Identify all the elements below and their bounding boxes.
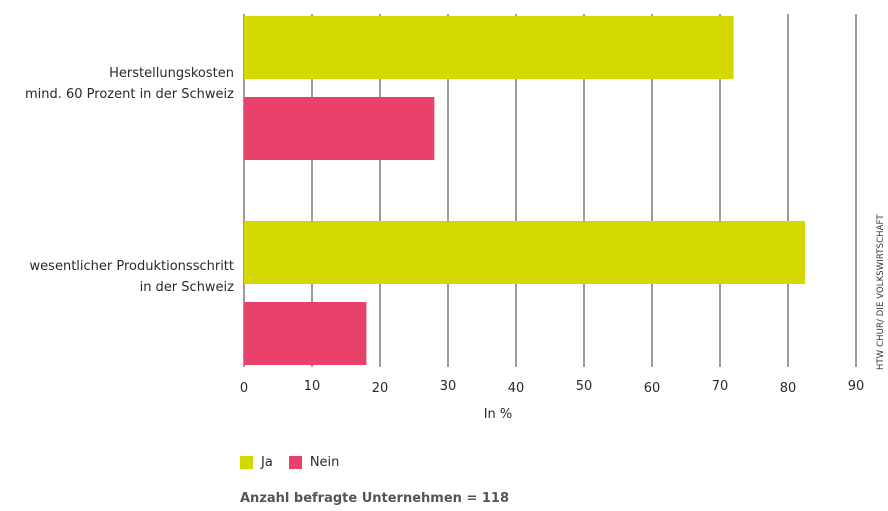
source-credit: HTW CHUR/ DIE VOLKSWIRTSCHAFT [876,214,886,370]
bar-nein-2 [244,302,367,365]
category-label-line: in der Schweiz [139,280,234,295]
category-label-line: Herstellungskosten [109,66,234,81]
legend-item-nein: Nein [288,455,340,470]
x-tick-label-0: 0 [240,381,248,396]
category-label-1: Herstellungskosten mind. 60 Prozent in de… [25,63,234,105]
legend-swatch-nein [288,456,302,469]
legend: Ja Nein [240,455,355,470]
bar-ja-1 [244,16,734,79]
x-tick-label-90: 90 [848,379,865,394]
x-tick-label-20: 20 [372,381,389,396]
category-label-line: wesentlicher Produktionsschritt [29,259,234,274]
x-tick-label-40: 40 [508,381,525,396]
x-tick-label-50: 50 [576,379,593,394]
x-tick-label-70: 70 [712,379,729,394]
bar-ja-2 [244,221,805,284]
bars [244,16,805,365]
legend-label-nein: Nein [309,455,340,470]
legend-swatch-ja [240,456,253,469]
category-label-2: wesentlicher Produktionsschritt in der Sc… [30,256,234,298]
bar-nein-1 [244,97,435,160]
legend-label-ja: Ja [261,455,273,470]
x-tick-label-30: 30 [440,379,457,394]
legend-item-ja: Ja [240,455,273,470]
x-tick-label-10: 10 [304,379,321,394]
x-tick-labels: 0 10 20 30 40 50 60 70 80 90 [240,379,864,396]
x-tick-label-80: 80 [780,381,797,396]
x-axis-title: In % [483,407,513,422]
category-label-line: mind. 60 Prozent in der Schweiz [24,87,234,102]
sample-size-note: Anzahl befragte Unternehmen = 118 [240,491,509,506]
x-tick-label-60: 60 [644,381,661,396]
